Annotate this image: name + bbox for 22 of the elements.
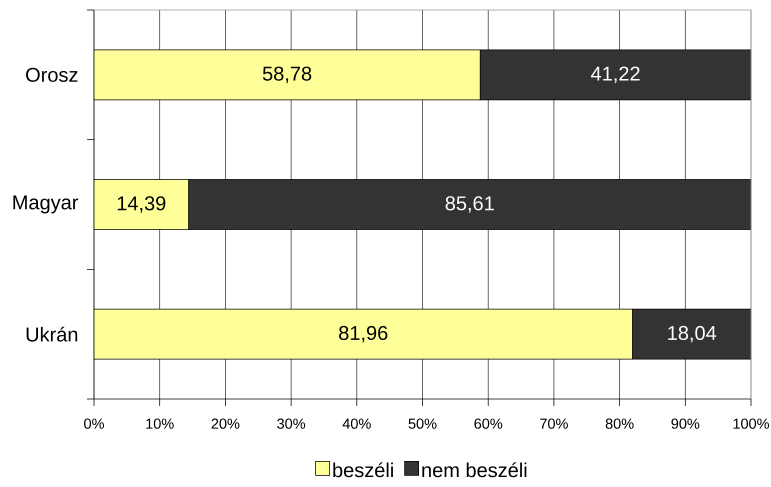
x-tick-label: 100% bbox=[734, 418, 770, 429]
x-tick-label: 80% bbox=[606, 418, 634, 429]
data-label: 58,78 bbox=[262, 66, 312, 84]
x-tick-label: 10% bbox=[146, 418, 174, 429]
legend-label: nem beszéli bbox=[422, 462, 526, 478]
x-tick-label: 90% bbox=[671, 418, 700, 429]
y-tick-label: Orosz bbox=[26, 68, 78, 82]
legend-label: beszéli bbox=[333, 462, 393, 478]
data-label: 18,04 bbox=[668, 326, 716, 342]
data-label: 41,22 bbox=[591, 66, 640, 84]
x-tick-label: 30% bbox=[277, 418, 306, 429]
data-label: 14,39 bbox=[118, 196, 166, 213]
x-tick-label: 70% bbox=[540, 418, 568, 429]
x-tick-label: 20% bbox=[212, 418, 240, 429]
x-tick-label: 0% bbox=[84, 418, 104, 429]
data-label: 85,61 bbox=[446, 196, 494, 213]
x-tick-label: 50% bbox=[408, 418, 437, 429]
y-tick-label: Magyar bbox=[13, 196, 78, 214]
y-tick-label: Ukrán bbox=[26, 326, 78, 342]
x-tick-label: 60% bbox=[474, 418, 502, 429]
data-label: 81,96 bbox=[339, 326, 388, 342]
x-tick-label: 40% bbox=[342, 418, 371, 429]
